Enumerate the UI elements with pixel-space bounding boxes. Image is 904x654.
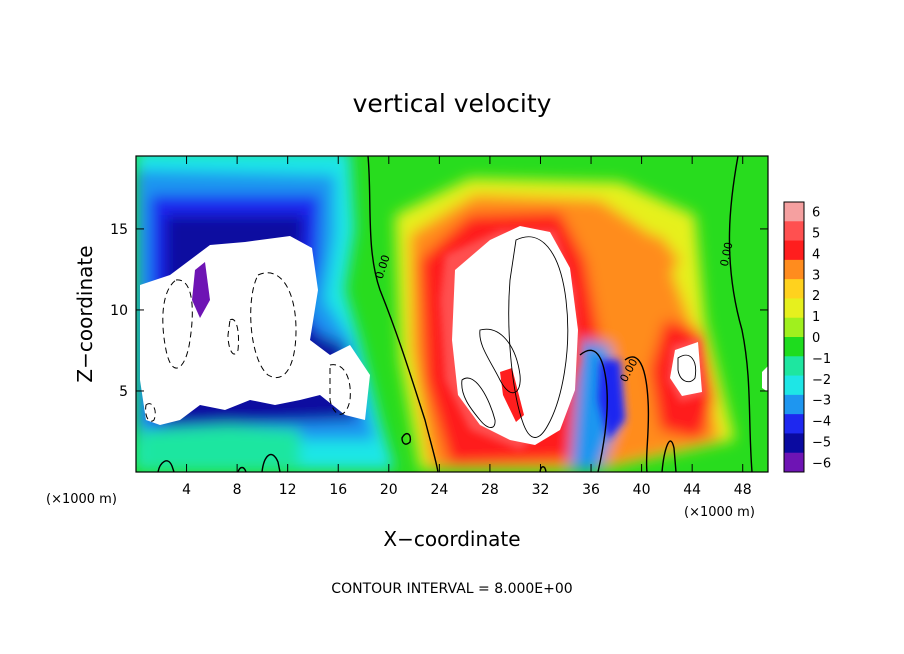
colorbar-swatch: [784, 375, 804, 396]
contour-label-3: 0.00: [718, 241, 736, 268]
x-tick-label: 4: [182, 482, 191, 498]
colorbar-swatch: [784, 202, 804, 222]
x-unit-right: (×1000 m): [684, 505, 755, 520]
x-tick-label: 12: [279, 482, 297, 498]
colorbar: 6 5 4 3 2 1 0 −1 −2 −3 −4 −5 −6: [783, 201, 831, 473]
contour-lines: [157, 156, 753, 472]
x-tick-label: 20: [380, 482, 398, 498]
colorbar-swatch: [784, 259, 804, 280]
colorbar-swatch: [784, 433, 804, 454]
colorbar-swatch: [784, 394, 804, 415]
colorbar-swatch: [784, 221, 804, 242]
x-tick-label: 24: [430, 482, 448, 498]
colorbar-swatch: [784, 337, 804, 357]
colorbar-swatch: [784, 317, 804, 338]
x-tick-label: 36: [582, 482, 600, 498]
x-tick-label: 44: [683, 482, 701, 498]
colorbar-swatch: [784, 298, 804, 319]
colorbar-label: −3: [812, 394, 831, 409]
x-tick-label: 28: [481, 482, 499, 498]
colorbar-swatch: [784, 356, 804, 377]
plot-frame: [135, 155, 769, 473]
colorbar-label: −6: [812, 456, 831, 471]
colorbar-label: −4: [812, 415, 831, 430]
colorbar-swatch: [784, 240, 804, 261]
chart-title: vertical velocity: [353, 89, 552, 118]
x-tick-label: 8: [233, 482, 242, 498]
colorbar-label: 1: [812, 310, 820, 325]
x-tick-label: 32: [532, 482, 550, 498]
x-tick-label: 48: [734, 482, 752, 498]
colorbar-swatch: [784, 414, 804, 434]
colorbar-swatch: [784, 279, 804, 299]
contour-lines-negative: [145, 272, 351, 422]
colorbar-label: 4: [812, 247, 820, 262]
y-axis-ticks: 5 10 15: [110, 222, 768, 400]
y-tick-label: 5: [119, 384, 128, 400]
x-unit-left: (×1000 m): [46, 492, 117, 507]
colorbar-label: 3: [812, 268, 820, 283]
colorbar-label: −2: [812, 373, 831, 388]
heatmap-field: [136, 156, 768, 472]
colorbar-label: 6: [812, 206, 820, 221]
x-tick-label: 40: [633, 482, 651, 498]
x-axis-ticks: 4 8 12 16 20 24 28 32 36 40 44 48: [182, 156, 752, 498]
colorbar-swatch: [784, 452, 804, 473]
y-axis-label: Z−coordinate: [73, 245, 97, 382]
colorbar-frame: [783, 201, 805, 473]
y-tick-label: 10: [110, 303, 128, 319]
colorbar-label: 5: [812, 227, 820, 242]
colorbar-label: −5: [812, 435, 831, 450]
x-tick-label: 16: [329, 482, 347, 498]
x-axis-label: X−coordinate: [383, 527, 520, 551]
colorbar-label: 0: [812, 331, 820, 346]
y-tick-label: 15: [110, 222, 128, 238]
colorbar-label: −1: [812, 352, 831, 367]
colorbar-label: 2: [812, 289, 820, 304]
contour-interval-text: CONTOUR INTERVAL = 8.000E+00: [331, 581, 572, 597]
